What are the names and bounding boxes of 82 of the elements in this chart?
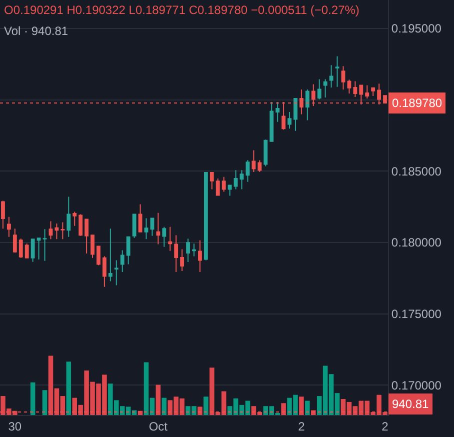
- x-tick-label: 2: [382, 419, 389, 434]
- candlestick: [198, 240, 202, 272]
- candlestick: [84, 218, 89, 254]
- candlestick: [132, 214, 136, 238]
- candlestick: [168, 226, 172, 252]
- candlestick: [1, 200, 5, 230]
- candlestick: [54, 222, 59, 240]
- bar: [305, 400, 310, 415]
- y-tick-label: 0.180000: [391, 236, 442, 250]
- candlestick: [180, 248, 184, 272]
- bar: [66, 362, 72, 415]
- candlestick: [216, 178, 220, 196]
- candlestick: [228, 184, 232, 196]
- annotation: O0.190291 H0.190322 L0.189771 C0.189780 −0.000511 (−0.27%): [4, 3, 360, 17]
- candlestick: [371, 87, 376, 96]
- candlestick: [365, 84, 370, 100]
- bar: [156, 384, 161, 415]
- candlestick: [258, 160, 262, 172]
- candlestick: [114, 260, 118, 286]
- bar: [204, 396, 208, 415]
- candlestick: [317, 78, 322, 100]
- candlestick: [102, 256, 106, 288]
- x-tick-label: Oct: [148, 419, 168, 434]
- candlestick: [294, 98, 298, 132]
- candlestick: [323, 78, 328, 98]
- candlestick: [126, 236, 130, 265]
- x-tick-label: 30: [8, 419, 22, 434]
- candlestick: [186, 238, 190, 262]
- candlestick: [36, 238, 41, 260]
- annotation: Vol · 940.81: [4, 24, 68, 38]
- bar: [281, 403, 286, 415]
- candlestick: [150, 218, 154, 236]
- candlestick: [222, 176, 226, 192]
- bar: [30, 382, 36, 415]
- candlestick: [90, 234, 94, 258]
- candlestick: [246, 160, 250, 182]
- candlestick: [120, 250, 124, 272]
- candlestick: [347, 79, 352, 94]
- candlestick: [66, 196, 71, 238]
- candlestick: [24, 243, 29, 258]
- candlestick: [204, 172, 208, 261]
- candlestick: [192, 243, 196, 257]
- text: 940.81: [392, 397, 430, 411]
- candlestick: [108, 228, 112, 282]
- y-tick-label: 0.195000: [391, 22, 442, 36]
- candlestick: [6, 216, 11, 238]
- candlestick: [30, 238, 35, 262]
- candlestick: [156, 212, 160, 245]
- candlestick: [276, 101, 280, 122]
- candlestick: [252, 150, 256, 172]
- candlestick: [341, 66, 346, 90]
- candlestick: [305, 89, 310, 121]
- bar: [162, 398, 167, 415]
- x-tick-label: 2: [298, 419, 306, 434]
- candlestick: [60, 222, 65, 240]
- candlestick: [264, 139, 268, 167]
- y-tick-label: 0.175000: [391, 306, 442, 321]
- candlestick: [288, 111, 292, 130]
- bar: [198, 406, 202, 415]
- candlestick: [162, 226, 166, 248]
- candlestick: [12, 228, 17, 254]
- candlestick: [78, 214, 83, 236]
- candlestick: [174, 234, 178, 272]
- candlestick: [240, 170, 244, 190]
- candlestick: [18, 238, 23, 258]
- candlestick: [48, 220, 53, 240]
- candlestick: [210, 172, 214, 190]
- candlestick: [335, 56, 340, 88]
- candlestick: [144, 218, 148, 240]
- y-tick-label: 0.185000: [391, 164, 442, 178]
- ref-line-label: 0.189780: [392, 96, 442, 110]
- candlestick: [234, 170, 238, 190]
- y-tick-label: 0.170000: [391, 378, 442, 392]
- candlestick: [329, 64, 334, 88]
- candlestick: [72, 211, 77, 226]
- candlestick: [138, 204, 142, 232]
- bar: [42, 390, 48, 415]
- candlestick: [96, 246, 100, 266]
- candlestick: [353, 80, 358, 98]
- candlestick: [270, 101, 274, 142]
- candlestick: [42, 228, 47, 262]
- bar: [299, 396, 304, 415]
